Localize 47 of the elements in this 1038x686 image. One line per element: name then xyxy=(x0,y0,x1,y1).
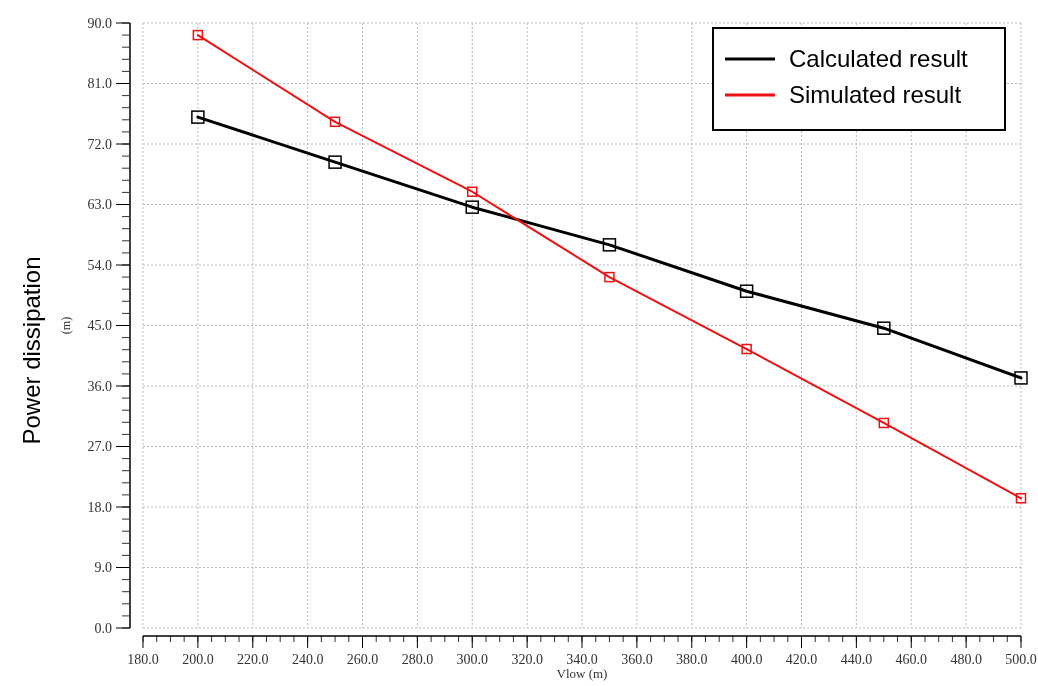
point xyxy=(877,321,891,335)
y-axis-title: Power dissipation xyxy=(18,256,45,445)
y-tick-label: 63.0 xyxy=(87,197,112,213)
x-tick-label: 240.0 xyxy=(291,652,324,667)
point xyxy=(467,186,478,197)
x-tick-label: 280.0 xyxy=(401,652,434,667)
point xyxy=(741,343,752,355)
x-tick-label: 460.0 xyxy=(895,652,927,667)
y-tick-label: 54.0 xyxy=(87,257,112,273)
x-tick-label: 480.0 xyxy=(950,652,982,667)
y-tick-label: 81.0 xyxy=(87,76,112,92)
point xyxy=(328,155,342,169)
text: (m) xyxy=(59,316,73,335)
y-tick-label: 27.0 xyxy=(87,439,112,455)
y-tick-label: 90.0 xyxy=(87,15,112,31)
x-tick-label: 260.0 xyxy=(346,652,379,667)
point xyxy=(878,417,890,429)
legend-label: Calculated result xyxy=(789,45,969,73)
point xyxy=(604,271,615,283)
point xyxy=(1015,493,1027,504)
point xyxy=(465,200,479,214)
x-tick-label: 220.0 xyxy=(237,652,269,667)
point xyxy=(191,110,205,124)
x-tick-label: 300.0 xyxy=(456,652,488,667)
x-tick-label: 440.0 xyxy=(840,652,873,667)
y-tick-label: 36.0 xyxy=(87,378,112,394)
x-tick-label: 340.0 xyxy=(566,652,598,667)
x-tick-label: 420.0 xyxy=(785,652,818,667)
x-tick-label: 380.0 xyxy=(676,652,708,667)
y-tick-label: 45.0 xyxy=(87,318,112,334)
point xyxy=(1014,371,1028,385)
point xyxy=(192,29,204,41)
x-tick-label: 180.0 xyxy=(127,652,159,667)
x-tick-label: 320.0 xyxy=(511,652,543,667)
legend-label: Simulated result xyxy=(789,81,962,109)
x-tick-label: 360.0 xyxy=(621,652,653,667)
point xyxy=(739,284,754,298)
x-tick-label: 400.0 xyxy=(730,652,763,667)
x-tick-label: 500.0 xyxy=(1005,652,1037,667)
y-tick-label: 18.0 xyxy=(87,499,112,515)
y-tick-label: 72.0 xyxy=(87,136,112,152)
x-axis-title: Vlow (m) xyxy=(556,666,608,681)
x-tick-label: 200.0 xyxy=(182,652,214,667)
y-tick-label: 9.0 xyxy=(94,560,112,576)
point xyxy=(329,116,341,128)
y-tick-label: 0.0 xyxy=(94,620,112,636)
point xyxy=(602,238,617,252)
